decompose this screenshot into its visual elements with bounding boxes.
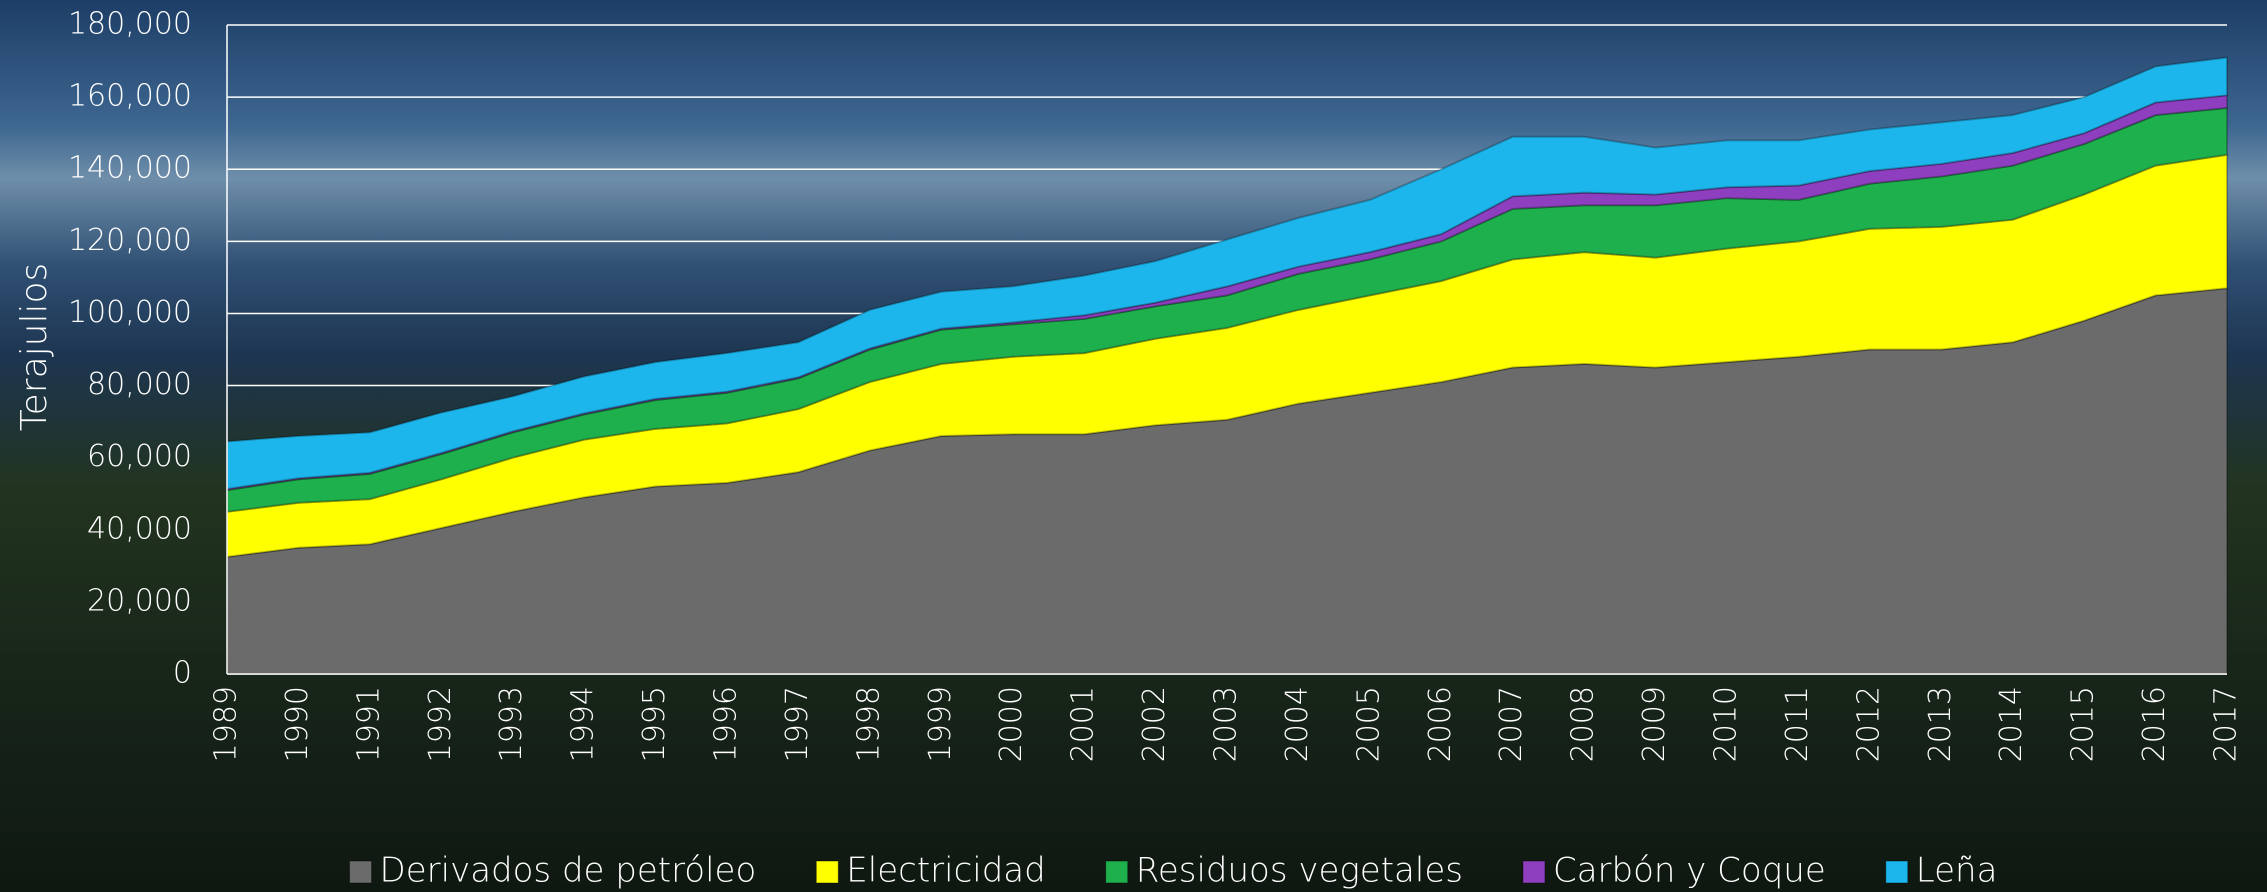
legend-swatch [815,860,839,884]
y-tick-label: 160,000 [68,79,192,114]
x-tick-label: 1989 [209,686,244,762]
x-tick-label: 1992 [423,686,458,762]
x-tick-label: 1996 [709,686,744,762]
area [226,56,2228,491]
x-tick-label: 2004 [1280,686,1315,762]
legend-swatch [1105,860,1129,884]
y-tick-label: 20,000 [87,583,192,618]
x-tick-label: 2016 [2137,686,2172,762]
legend-label: Carbón y Coque [1553,851,1826,891]
area [226,94,2228,492]
y-axis-label: Terajulios [14,263,55,432]
y-tick-label: 0 [173,656,192,691]
x-tick-label: 1997 [780,686,815,762]
y-tick-label: 40,000 [87,511,192,546]
x-tick-label: 2012 [1851,686,1886,762]
x-tick-label: 2002 [1137,686,1172,762]
x-tick-label: 2011 [1780,686,1815,762]
x-tick-label: 2008 [1566,686,1601,762]
x-tick-label: 1995 [637,686,672,762]
x-tick-label: 1990 [280,686,315,762]
y-tick-label: 140,000 [68,151,192,186]
x-tick-label: 2015 [2066,686,2101,762]
legend-swatch [349,860,373,884]
legend-label: Leña [1916,851,1998,891]
legend-item: Derivados de petróleo [349,851,757,891]
legend-item: Electricidad [815,851,1046,891]
y-tick-label: 60,000 [87,439,192,474]
x-tick-label: 1999 [923,686,958,762]
x-tick-label: 2005 [1351,686,1386,762]
x-tick-label: 1993 [494,686,529,762]
x-tick-label: 2003 [1209,686,1244,762]
legend-item: Residuos vegetales [1105,851,1463,891]
legend-item: Leña [1885,851,1998,891]
x-tick-label: 2014 [1994,686,2029,762]
x-tick-label: 2010 [1709,686,1744,762]
x-tick-label: 2001 [1066,686,1101,762]
x-tick-label: 2013 [1923,686,1958,762]
y-tick-label: 180,000 [68,7,192,42]
x-tick-label: 2006 [1423,686,1458,762]
x-tick-label: 1991 [351,686,386,762]
x-tick-label: 2000 [994,686,1029,762]
legend-swatch [1885,860,1909,884]
legend-label: Electricidad [846,851,1045,891]
legend-item: Carbón y Coque [1522,851,1826,891]
y-tick-label: 100,000 [68,295,192,330]
y-tick-label: 80,000 [87,367,192,402]
y-tick-label: 120,000 [68,223,192,258]
legend-swatch [1522,860,1546,884]
x-tick-label: 1998 [851,686,886,762]
x-tick-label: 2007 [1494,686,1529,762]
legend-label: Derivados de petróleo [380,851,757,891]
legend-label: Residuos vegetales [1136,851,1463,891]
x-tick-label: 1994 [566,686,601,762]
x-tick-label: 2009 [1637,686,1672,762]
x-tick-label: 2017 [2209,686,2244,762]
